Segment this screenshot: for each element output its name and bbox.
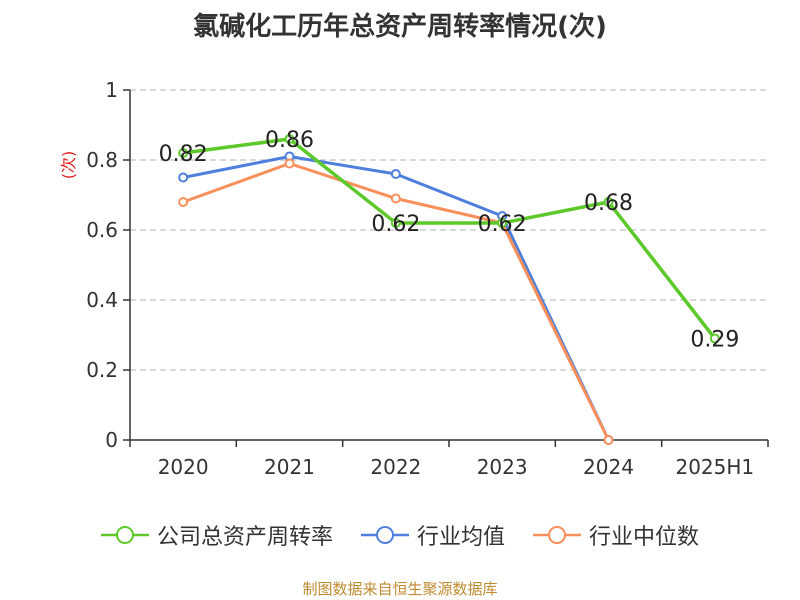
x-tick-label: 2020: [158, 455, 209, 479]
legend-label: 公司总资产周转率: [156, 525, 333, 550]
data-point: [390, 169, 401, 179]
legend-item[interactable]: 行业均值: [360, 519, 505, 551]
data-point: [603, 435, 614, 445]
source-note: 制图数据来自恒生聚源数据库: [302, 580, 498, 598]
y-tick-label: 0.4: [86, 288, 118, 312]
legend-swatch-icon: [360, 526, 409, 544]
series-line: [182, 162, 610, 441]
y-tick-label: 0.2: [86, 358, 118, 382]
data-point: [709, 333, 720, 344]
data-label: 0.62: [371, 212, 420, 237]
legend-swatch-icon: [533, 526, 581, 544]
x-tick-label: 2022: [370, 455, 421, 479]
data-point: [178, 172, 189, 183]
data-point: [390, 218, 401, 228]
data-label: 0.29: [690, 328, 739, 353]
data-point: [178, 148, 189, 158]
data-label: 0.82: [159, 142, 208, 167]
data-label: 0.68: [584, 191, 633, 216]
data-label-layer: 0.82 0.86 0.62 0.62 0.68 0.29: [159, 128, 740, 353]
data-point: [603, 197, 614, 207]
x-tick-label: 2023: [477, 455, 528, 479]
data-label: 0.86: [265, 128, 314, 153]
data-point: [284, 134, 295, 144]
data-point: [178, 197, 189, 207]
legend-label: 行业均值: [416, 525, 505, 550]
chart-title: 氯碱化工历年总资产周转率情况(次): [193, 12, 607, 42]
x-tick-label: 2024: [583, 455, 634, 479]
y-axis-label: (次): [59, 151, 78, 180]
x-tick-label: 2021: [264, 455, 315, 479]
y-tick-label: 0.8: [86, 148, 118, 172]
grid-layer: [130, 89, 768, 371]
series-layer: [178, 134, 720, 445]
x-tick-label: 2025H1: [675, 455, 754, 479]
legend: 公司总资产周转率 行业均值 行业中位数: [0, 519, 800, 551]
legend-item[interactable]: 公司总资产周转率: [100, 519, 333, 551]
series-line: [182, 137, 717, 340]
legend-swatch-icon: [100, 526, 149, 544]
data-label: 0.62: [478, 212, 527, 237]
y-tick-label: 0.6: [86, 218, 118, 242]
data-point: [284, 158, 295, 169]
data-point: [390, 193, 401, 204]
axis-layer: 0 0.2 0.4 0.6 0.8 1 2020 2021 2022 2023 2024 2025H1…: [59, 78, 769, 479]
y-tick-label: 0: [105, 428, 118, 452]
legend-item[interactable]: 行业中位数: [533, 519, 699, 551]
data-point: [497, 218, 508, 228]
legend-label: 行业中位数: [589, 525, 700, 550]
y-tick-label: 1: [105, 78, 118, 102]
